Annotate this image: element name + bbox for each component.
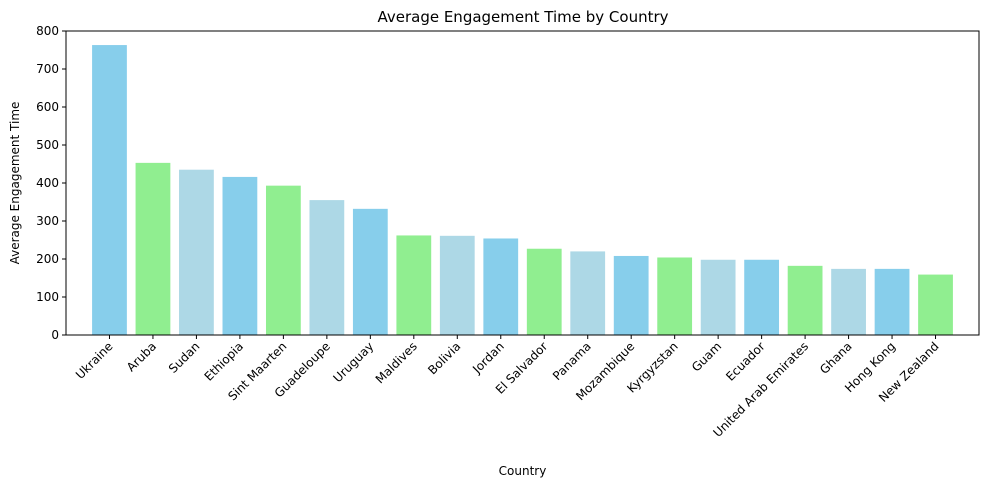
bar-sint-maarten bbox=[265, 185, 301, 335]
bar-ethiopia bbox=[222, 176, 258, 335]
bar-maldives bbox=[396, 235, 432, 335]
y-axis: 0 100 200 300 400 500 600 700 800 bbox=[36, 24, 66, 342]
plot-frame bbox=[65, 30, 980, 336]
x-tick-label: Ukraine bbox=[73, 339, 116, 382]
x-tick-label: Bolivia bbox=[425, 339, 463, 377]
bar-kyrgyzstan bbox=[657, 257, 693, 335]
bar-uruguay bbox=[352, 208, 388, 335]
y-tick-label: 100 bbox=[36, 290, 59, 304]
y-tick-label: 500 bbox=[36, 138, 59, 152]
x-tick-label: Uruguay bbox=[330, 339, 376, 385]
x-tick-label: Sudan bbox=[166, 339, 203, 376]
bar-ghana bbox=[831, 268, 866, 335]
y-tick-label: 600 bbox=[36, 100, 59, 114]
bar-aruba bbox=[135, 162, 171, 335]
bars-group bbox=[92, 45, 953, 336]
bar-el-salvador bbox=[526, 248, 562, 335]
x-tick-label: Guam bbox=[689, 339, 724, 374]
y-tick-label: 800 bbox=[36, 24, 59, 38]
x-tick-label: Aruba bbox=[124, 339, 159, 374]
bar-new-zealand bbox=[918, 274, 953, 335]
bar-united-arab-emirates bbox=[787, 265, 823, 335]
x-tick-label: Jordan bbox=[469, 339, 507, 377]
bar-panama bbox=[570, 251, 606, 335]
y-axis-label: Average Engagement Time bbox=[8, 102, 22, 265]
y-tick-label: 400 bbox=[36, 176, 59, 190]
chart-title: Average Engagement Time by Country bbox=[377, 8, 668, 26]
x-tick-label: Maldives bbox=[373, 339, 420, 386]
y-tick-label: 700 bbox=[36, 62, 59, 76]
y-tick-label: 200 bbox=[36, 252, 59, 266]
bar-guadeloupe bbox=[309, 200, 345, 335]
y-tick-label: 0 bbox=[51, 328, 59, 342]
bar-mozambique bbox=[613, 255, 649, 335]
x-axis-label: Country bbox=[499, 464, 547, 478]
bar-ukraine bbox=[92, 45, 127, 336]
bar-jordan bbox=[483, 238, 519, 335]
x-tick-label: Ethiopia bbox=[202, 339, 246, 383]
bar-hong-kong bbox=[874, 268, 910, 335]
bar-guam bbox=[700, 259, 736, 335]
x-tick-label: Ghana bbox=[817, 339, 855, 377]
bar-sudan bbox=[179, 169, 214, 335]
x-tick-label: Ecuador bbox=[723, 339, 768, 384]
y-tick-label: 300 bbox=[36, 214, 59, 228]
bar-ecuador bbox=[744, 259, 780, 335]
bar-bolivia bbox=[439, 235, 475, 335]
x-tick-label: Panama bbox=[550, 339, 594, 383]
